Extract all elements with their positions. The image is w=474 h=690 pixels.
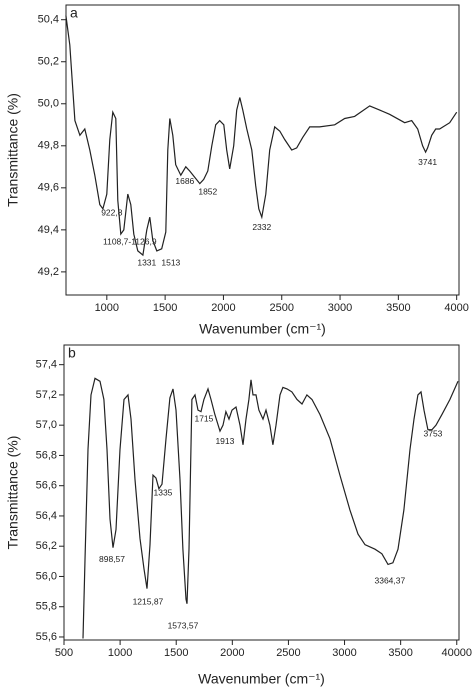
panel-label: b: [68, 345, 76, 361]
x-tick-label: 2500: [276, 647, 300, 659]
x-tick-label: 2500: [269, 302, 293, 314]
peak-label: 3741: [418, 157, 437, 167]
y-tick-label: 57,0: [36, 419, 57, 431]
y-axis-title: Transmittance (%): [5, 436, 21, 550]
x-tick-label: 1000: [95, 302, 119, 314]
y-tick-label: 57,2: [36, 389, 57, 401]
peak-label: 3753: [424, 429, 443, 439]
y-axis-title: Transmittance (%): [5, 93, 21, 207]
peak-label: 1913: [215, 436, 234, 446]
y-tick-label: 56,8: [36, 449, 57, 461]
y-tick-label: 56,0: [36, 570, 57, 582]
peak-label: 3364,37: [375, 575, 406, 585]
x-tick-label: 3000: [328, 302, 352, 314]
y-tick-label: 49,2: [38, 266, 59, 278]
y-tick-label: 56,2: [36, 540, 57, 552]
peak-label: 1215,87: [133, 596, 164, 606]
x-tick-label: 1000: [108, 647, 132, 659]
peak-label: 1331: [137, 258, 156, 268]
y-tick-label: 50,2: [38, 56, 59, 68]
peak-label: 922,8: [101, 207, 123, 217]
peak-label: 1573,57: [168, 621, 199, 631]
peak-label: 1852: [198, 186, 217, 196]
y-tick-label: 50,4: [38, 14, 59, 26]
spectrum-line: [82, 377, 459, 639]
x-tick-label: 1500: [164, 647, 188, 659]
peak-label: 1335: [154, 488, 173, 498]
x-tick-label: 40000: [441, 647, 472, 659]
y-tick-label: 57,4: [36, 359, 57, 371]
spectrum-line: [65, 15, 458, 257]
plot-frame: [65, 4, 460, 296]
y-tick-label: 56,4: [36, 510, 57, 522]
y-tick-label: 56,6: [36, 480, 57, 492]
y-tick-label: 50,0: [38, 98, 59, 110]
x-axis-title: Wavenumber (cm⁻¹): [198, 671, 325, 687]
x-tick-label: 2000: [220, 647, 244, 659]
y-tick-label: 49,6: [38, 182, 59, 194]
x-axis-title: Wavenumber (cm⁻¹): [199, 321, 326, 337]
y-tick-label: 49,8: [38, 140, 59, 152]
panel-label: a: [70, 5, 78, 21]
x-tick-label: 500: [55, 647, 73, 659]
y-tick-label: 55,6: [36, 631, 57, 643]
x-tick-label: 3500: [386, 302, 410, 314]
peak-label: 1715: [194, 413, 213, 423]
x-tick-label: 4000: [444, 302, 468, 314]
x-tick-label: 2000: [211, 302, 235, 314]
peak-label: 898,57: [99, 554, 125, 564]
y-tick-label: 49,4: [38, 224, 59, 236]
x-tick-label: 3500: [388, 647, 412, 659]
plot-frame: [63, 344, 460, 641]
peak-label: 1108,7-1126,9: [103, 237, 157, 247]
peak-label: 1513: [161, 258, 180, 268]
x-tick-label: 3000: [332, 647, 356, 659]
peak-label: 1686: [175, 176, 194, 186]
x-tick-label: 1500: [153, 302, 177, 314]
peak-label: 2332: [252, 222, 271, 232]
y-tick-label: 55,8: [36, 601, 57, 613]
